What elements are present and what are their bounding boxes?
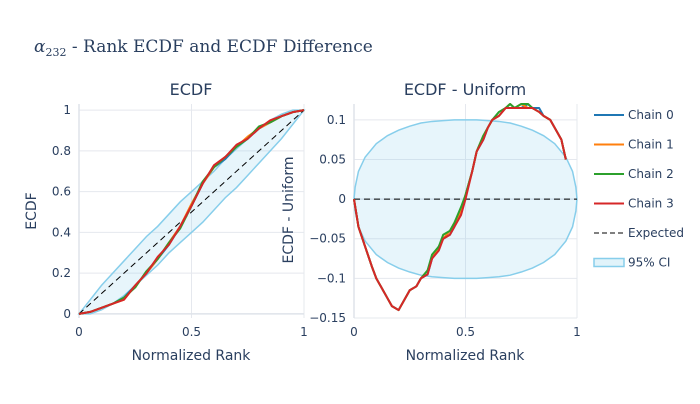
y-tick-label: 0.6 bbox=[52, 185, 71, 199]
x-tick-label: 0.5 bbox=[456, 325, 475, 339]
y-tick-label: 1 bbox=[63, 103, 71, 117]
legend-swatch bbox=[593, 257, 625, 268]
ecdf-ticks: 0 0.2 0.4 0.6 0.8 1 0 0.5 1 bbox=[52, 103, 308, 339]
legend-label: Expected bbox=[628, 226, 684, 240]
title-symbol: α bbox=[34, 37, 46, 57]
legend[interactable]: Chain 0 Chain 1 Chain 2 Chain 3 Expected 95% … bbox=[593, 108, 684, 270]
y-tick-label: 0.05 bbox=[319, 152, 346, 166]
y-tick-label: 0.1 bbox=[327, 113, 346, 127]
expected-line bbox=[78, 109, 305, 315]
ecdf-x-axis-title: Normalized Rank bbox=[132, 348, 252, 364]
y-tick-label: 0.8 bbox=[52, 144, 71, 158]
x-tick-label: 0 bbox=[75, 325, 83, 339]
ecdf-y-axis-title: ECDF bbox=[24, 192, 40, 229]
ecdf-diff-series-group bbox=[353, 103, 567, 312]
legend-item-chain-2[interactable]: Chain 2 bbox=[594, 167, 674, 181]
ecdf-series-group bbox=[78, 109, 305, 315]
x-tick-label: 0.5 bbox=[182, 325, 201, 339]
series-line-chain-3[interactable] bbox=[78, 109, 305, 315]
legend-item-chain-3[interactable]: Chain 3 bbox=[594, 197, 674, 211]
legend-item-expected[interactable]: Expected bbox=[594, 226, 684, 240]
legend-item-chain-1[interactable]: Chain 1 bbox=[594, 138, 674, 152]
ecdf-diff-x-axis-title: Normalized Rank bbox=[406, 348, 526, 364]
ecdf-grid bbox=[78, 104, 305, 318]
x-tick-label: 1 bbox=[300, 325, 308, 339]
x-tick-label: 1 bbox=[573, 325, 581, 339]
ecdf-subplot-title: ECDF bbox=[170, 80, 213, 99]
ecdf-diff-panel: −0.15 −0.1 −0.05 0 0.05 0.1 0 0.5 1 ECDF - Unifo… bbox=[281, 80, 581, 364]
legend-label: Chain 2 bbox=[628, 167, 674, 181]
title-rest: - Rank ECDF and ECDF Difference bbox=[66, 37, 372, 57]
ecdf-expected-line bbox=[78, 109, 305, 315]
ecdf-diff-subplot-title: ECDF - Uniform bbox=[404, 80, 526, 99]
legend-label: Chain 1 bbox=[628, 138, 674, 152]
figure-title: α232 - Rank ECDF and ECDF Difference bbox=[34, 37, 373, 59]
ecdf-diff-ticks: −0.15 −0.1 −0.05 0 0.05 0.1 0 0.5 1 bbox=[309, 113, 581, 339]
y-tick-label: 0.2 bbox=[52, 266, 71, 280]
ecdf-diff-grid bbox=[353, 104, 578, 319]
legend-item-chain-0[interactable]: Chain 0 bbox=[594, 108, 674, 122]
y-tick-label: −0.1 bbox=[317, 271, 346, 285]
legend-item-95-ci[interactable]: 95% CI bbox=[593, 256, 670, 270]
y-tick-label: 0 bbox=[338, 192, 346, 206]
y-tick-label: −0.05 bbox=[309, 232, 346, 246]
y-tick-label: −0.15 bbox=[309, 311, 346, 325]
series-line-chain-3[interactable] bbox=[353, 106, 567, 312]
y-tick-label: 0 bbox=[63, 307, 71, 321]
y-tick-label: 0.4 bbox=[52, 225, 71, 239]
ecdf-diff-y-axis-title: ECDF - Uniform bbox=[281, 156, 297, 263]
ecdf-panel: 0 0.2 0.4 0.6 0.8 1 0 0.5 1 ECDF Normalized Rank… bbox=[24, 80, 308, 364]
legend-label: Chain 3 bbox=[628, 197, 674, 211]
legend-label: 95% CI bbox=[628, 256, 670, 270]
legend-label: Chain 0 bbox=[628, 108, 674, 122]
title-subscript: 232 bbox=[45, 46, 66, 59]
x-tick-label: 0 bbox=[350, 325, 358, 339]
